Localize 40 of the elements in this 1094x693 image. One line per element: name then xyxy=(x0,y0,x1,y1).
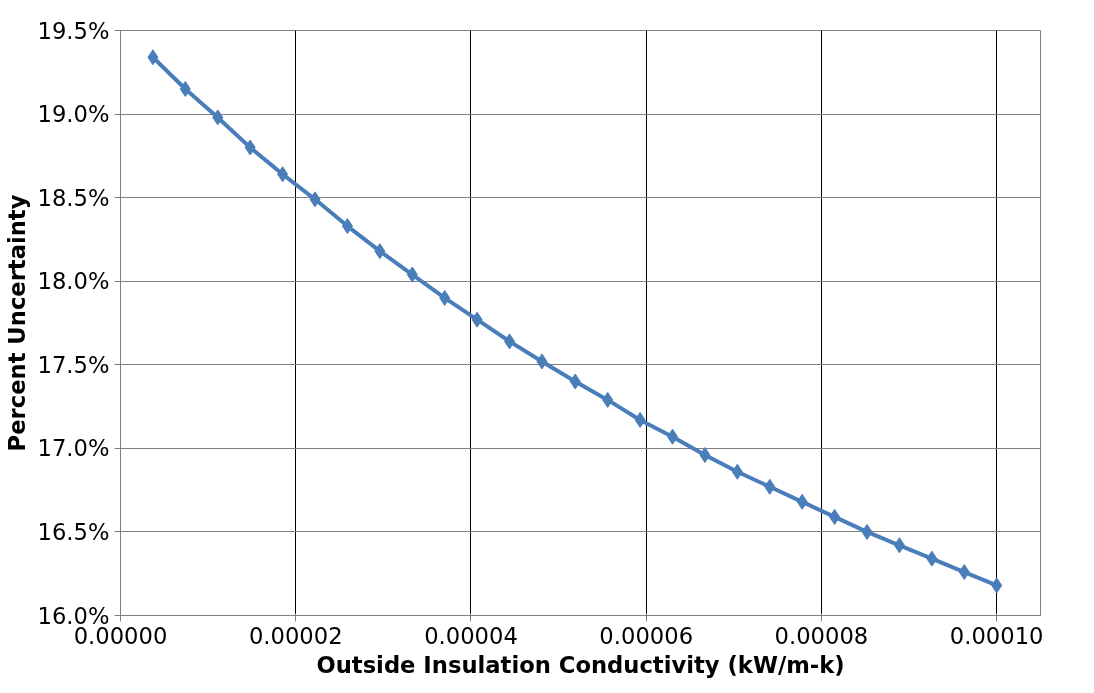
x-tick-label: 0.00008 xyxy=(774,622,869,649)
y-axis-title: Percent Uncertainty xyxy=(3,194,30,452)
point xyxy=(309,191,321,208)
point xyxy=(796,493,808,510)
x-tick-label: 0.00004 xyxy=(424,622,518,649)
point xyxy=(471,311,483,328)
x-tick-label: 0.00010 xyxy=(949,622,1044,649)
point xyxy=(244,139,256,156)
y-tick-label: 17.5% xyxy=(37,351,110,378)
point xyxy=(277,166,289,183)
y-tick-label: 19.5% xyxy=(37,17,110,44)
point xyxy=(341,218,353,235)
point xyxy=(893,537,905,554)
point xyxy=(634,411,646,428)
y-tick-label: 18.5% xyxy=(37,184,110,211)
y-tick-label: 19.0% xyxy=(37,101,110,128)
point xyxy=(569,373,581,390)
y-tick-label: 18.0% xyxy=(37,268,110,295)
point xyxy=(602,391,614,408)
point xyxy=(179,81,191,97)
point xyxy=(991,577,1003,594)
point xyxy=(699,447,711,464)
point xyxy=(829,508,841,525)
point xyxy=(731,463,743,480)
point xyxy=(926,550,938,567)
x-tick-label: 0.00002 xyxy=(248,622,343,649)
point xyxy=(439,289,451,306)
point xyxy=(861,523,873,540)
point xyxy=(536,353,548,370)
x-axis-title: Outside Insulation Conductivity (kW/m-k) xyxy=(316,651,845,678)
point xyxy=(374,243,386,260)
y-tick-label: 17.0% xyxy=(37,435,110,462)
point xyxy=(212,109,224,126)
point xyxy=(958,564,970,581)
point xyxy=(147,49,159,66)
point xyxy=(406,266,418,283)
point xyxy=(504,333,516,350)
y-tick-label: 16.5% xyxy=(37,518,110,545)
point xyxy=(764,478,776,495)
x-tick-label: 0.00006 xyxy=(599,622,694,649)
